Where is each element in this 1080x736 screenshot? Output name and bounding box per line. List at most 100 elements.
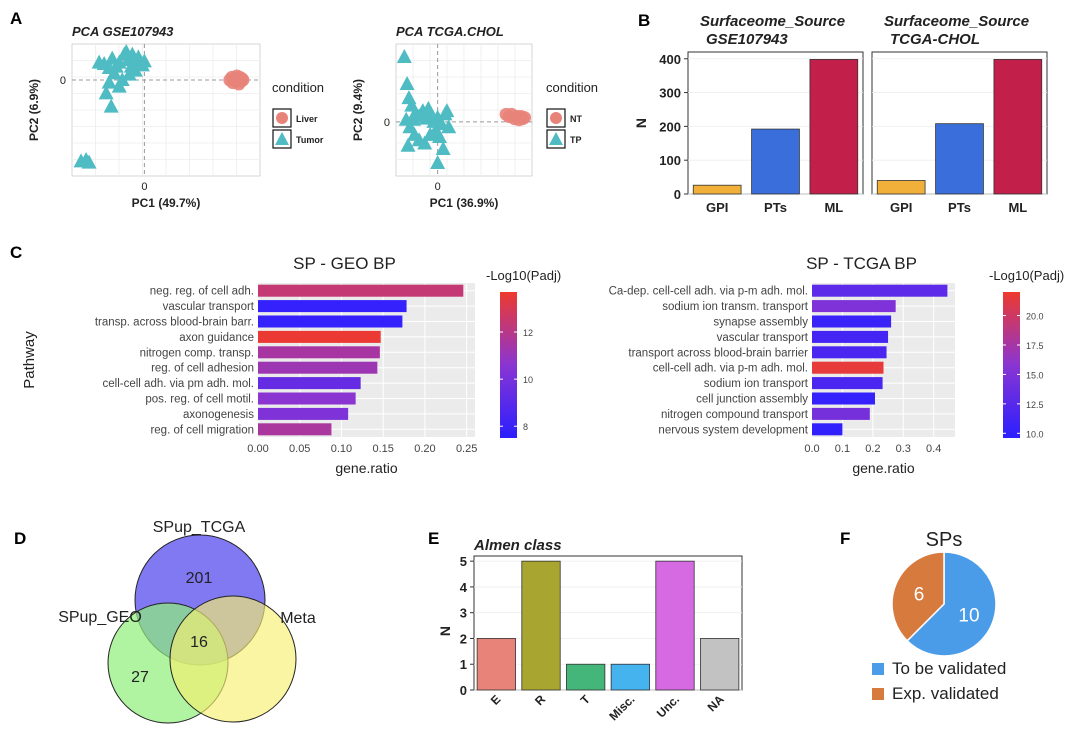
- data-point-tumor: [98, 85, 114, 100]
- legend-label: Exp. validated: [892, 684, 999, 703]
- venn-circle-meta: [169, 595, 297, 723]
- x-tick-label: R: [532, 692, 548, 708]
- pathway-label: axonogenesis: [183, 409, 254, 421]
- sps-pie-chart: 10 To be validated 6 Exp. validated SPs: [872, 529, 1006, 703]
- pathway-bar: [812, 407, 870, 420]
- bar-t: [566, 663, 606, 691]
- x-tick-label: 0.15: [372, 443, 393, 455]
- colorbar-tick-label: 10.0: [1026, 429, 1044, 439]
- pathway-bar: [812, 315, 892, 328]
- pie-slice: [906, 551, 997, 657]
- bar-pts: [751, 128, 800, 195]
- x-tick-label: 0.10: [331, 443, 352, 455]
- pathway-bar: [258, 284, 464, 297]
- pathway-label: vascular transport: [163, 301, 255, 313]
- data-point-tp: [441, 119, 457, 134]
- pathway-label: sodium ion transport: [704, 378, 809, 390]
- surfaceome-geo-chart: Surfaceome_Source GSE107943 0 100 200 300 400 G…: [633, 13, 864, 215]
- venn-diagram: SPup_TCGA SPup_GEO Meta 201 27 16: [58, 519, 316, 724]
- pathway-label: transport across blood-brain barrier: [628, 347, 808, 359]
- legend-label-tp: TP: [570, 135, 582, 145]
- title-line-2: TCGA-CHOL: [890, 31, 980, 48]
- data-point-tp: [431, 129, 447, 144]
- title-line-1: Surfaceome_Source: [884, 13, 1029, 30]
- bar-r: [521, 560, 561, 691]
- chart-title: Surfaceome_Source TCGA-CHOL: [884, 13, 1029, 48]
- sp-geo-bp-chart: 0.00 0.05 0.10 0.15 0.20 0.25 neg. reg. of cel…: [21, 254, 561, 476]
- x-axis-label: PC1 (36.9%): [430, 196, 499, 210]
- y-tick-label: 0: [460, 683, 467, 698]
- y-tick-label: 300: [659, 86, 681, 101]
- legend-marker-tumor: [275, 132, 289, 145]
- pathway-label: cell-cell adh. via pm adh. mol.: [103, 378, 254, 390]
- pathway-bar: [258, 330, 381, 343]
- pathway-label: cell junction assembly: [696, 394, 808, 406]
- colorbar-tick-label: 8: [523, 422, 528, 432]
- data-point-tumor: [103, 98, 119, 113]
- data-point-tumor: [136, 53, 152, 68]
- colorbar-tick-label: 12.5: [1026, 400, 1044, 410]
- panel-label-e: E: [428, 529, 439, 548]
- pie-slice-label: 6: [914, 585, 925, 606]
- data-point-tumor: [101, 60, 117, 74]
- bar-gpi: [692, 184, 742, 195]
- pathway-label: neg. reg. of cell adh.: [150, 286, 254, 298]
- pathway-label: vascular transport: [717, 332, 809, 344]
- sp-tcga-bp-chart: 0.0 0.1 0.2 0.3 0.4 Ca-dep. cell-cell adh. vi…: [609, 254, 1065, 476]
- pathway-label: sodium ion transm. transport: [662, 301, 809, 313]
- legend-swatch: [872, 663, 884, 675]
- y-tick-label: 0: [384, 117, 390, 129]
- chart-title: PCA TCGA.CHOL: [396, 24, 504, 39]
- data-point-liver: [236, 73, 250, 87]
- pca-tcga-chart: PCA TCGA.CHOL 0 0 PC1 (36.9%) PC2 (9.4%) cond…: [351, 24, 598, 210]
- pathway-bar: [258, 407, 349, 420]
- x-tick-label: 0.25: [456, 443, 477, 455]
- data-point-tp: [399, 76, 415, 91]
- pathway-bar: [812, 377, 883, 390]
- y-tick-label: 200: [659, 119, 681, 134]
- data-point-tumor: [111, 78, 127, 93]
- y-tick-label: 2: [460, 631, 467, 646]
- legend-marker-nt: [550, 112, 562, 124]
- chart-title: SP - TCGA BP: [806, 254, 917, 273]
- panel-label-b: B: [638, 11, 650, 30]
- pathway-label: reg. of cell adhesion: [151, 363, 254, 375]
- y-axis-label: N: [633, 118, 649, 128]
- pathway-label: cell-cell adh. via p-m adh. mol.: [653, 363, 808, 375]
- bar-ml: [809, 59, 859, 195]
- x-tick-label: 0.20: [414, 443, 435, 455]
- legend-label-nt: NT: [570, 114, 582, 124]
- chart-title: Almen class: [473, 537, 562, 554]
- pathway-label: reg. of cell migration: [150, 424, 254, 436]
- legend-title: condition: [272, 80, 324, 95]
- pathway-label: transp. across blood-brain barr.: [95, 317, 254, 329]
- bar-unc: [655, 560, 695, 691]
- x-tick-label: 0.0: [804, 443, 819, 455]
- data-point-tumor: [127, 62, 143, 77]
- bar-gpi: [876, 180, 926, 195]
- x-tick-label: T: [578, 692, 594, 708]
- x-tick-label: 0.00: [247, 443, 268, 455]
- bar-na: [700, 638, 740, 691]
- data-point-nt: [518, 111, 532, 125]
- surfaceome-tcga-chart: Surfaceome_Source TCGA-CHOL GPI PTs ML: [871, 13, 1048, 215]
- panel-label-a: A: [10, 9, 22, 28]
- x-tick-label: GPI: [890, 200, 912, 215]
- legend-label-liver: Liver: [296, 114, 318, 124]
- legend-title: condition: [546, 80, 598, 95]
- pathway-bar: [812, 346, 887, 359]
- legend-marker-tp: [549, 132, 563, 145]
- y-tick-label: 3: [460, 606, 467, 621]
- colorbar-tick-label: 15.0: [1026, 370, 1044, 380]
- colorbar: [500, 292, 517, 438]
- y-tick-label: 1: [460, 657, 467, 672]
- data-point-tp: [406, 111, 422, 126]
- panel-label-c: C: [10, 243, 22, 262]
- bar-e: [476, 638, 516, 691]
- x-tick-label: GPI: [706, 200, 728, 215]
- colorbar-tick-label: 17.5: [1026, 341, 1044, 351]
- chart-title: Surfaceome_Source GSE107943: [700, 13, 845, 48]
- x-tick-label: PTs: [764, 200, 787, 215]
- y-tick-label: 5: [460, 554, 467, 569]
